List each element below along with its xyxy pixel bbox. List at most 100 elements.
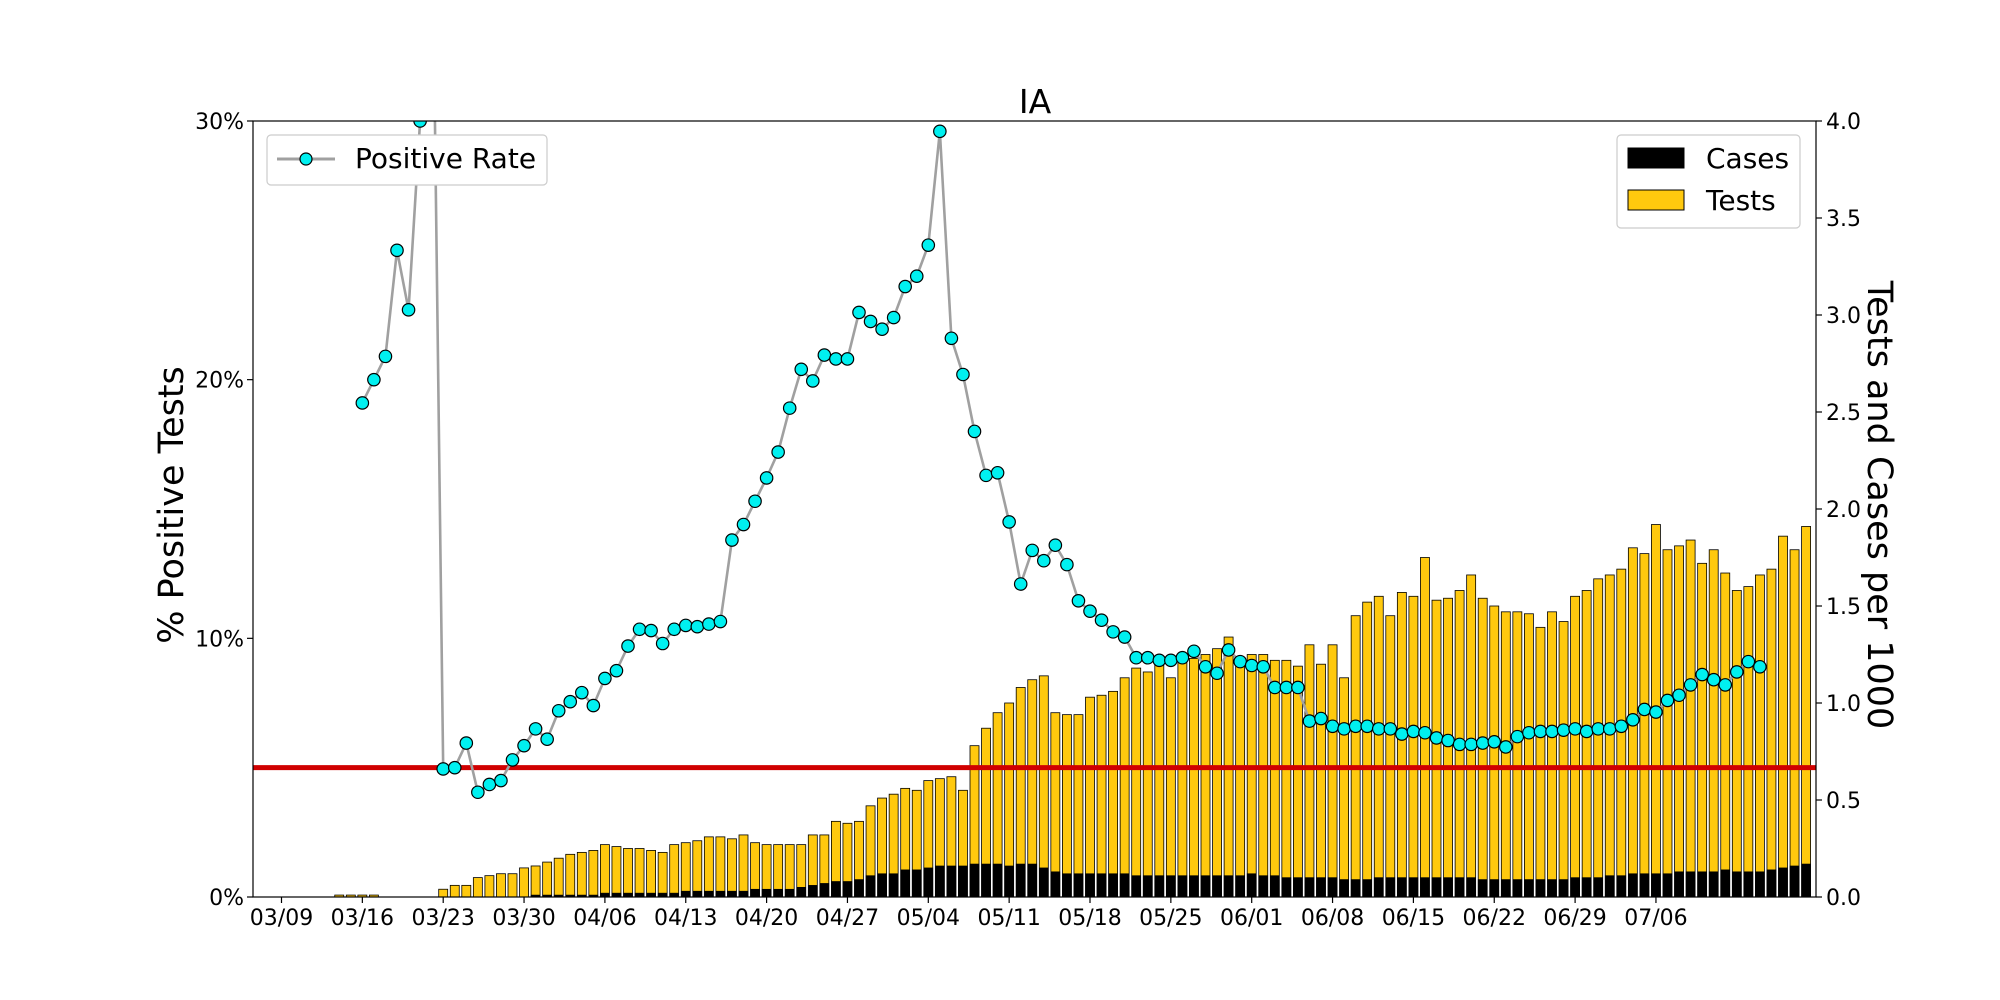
tests-bar: [461, 884, 472, 898]
tests-bar: [576, 851, 587, 898]
positive-rate-marker: [1256, 659, 1271, 674]
tests-bar: [703, 836, 714, 898]
positive-rate-marker: [1360, 719, 1374, 734]
positive-rate-marker: [494, 773, 508, 788]
positive-rate-marker: [1337, 722, 1351, 736]
cases-bar: [1604, 875, 1615, 898]
positive-rate-marker: [702, 617, 716, 631]
tests-bar: [1558, 621, 1569, 898]
positive-rate-marker: [1741, 654, 1756, 669]
positive-rate-marker: [713, 614, 728, 629]
positive-rate-marker: [1037, 553, 1051, 568]
cases-bar: [807, 885, 818, 898]
tests-bar: [727, 838, 737, 898]
tests-bar: [1708, 549, 1719, 898]
cases-bar: [1293, 877, 1303, 898]
positive-rate-marker: [840, 352, 855, 366]
tests-bar: [1085, 696, 1095, 898]
positive-rate-marker: [1418, 725, 1432, 740]
positive-rate-marker: [621, 639, 635, 653]
cases-bar: [1385, 877, 1396, 898]
cases-bar: [1662, 873, 1673, 898]
tests-bar: [600, 844, 610, 898]
positive-rate-marker: [1175, 650, 1190, 665]
cases-bar: [958, 865, 968, 898]
x-tick-label: 03/30: [492, 906, 555, 931]
legend-cases-swatch: [1627, 147, 1685, 169]
tests-bar: [1200, 654, 1211, 898]
positive-rate-marker: [1637, 702, 1652, 717]
positive-rate-marker: [967, 424, 982, 439]
tests-bar: [1731, 590, 1742, 898]
tests-bar: [1373, 595, 1384, 898]
x-tick-label: 05/18: [1058, 906, 1121, 931]
positive-rate-marker: [447, 760, 462, 775]
x-tick-label: 04/20: [735, 906, 798, 931]
positive-rate-marker: [933, 124, 947, 139]
cases-bar: [1350, 879, 1361, 898]
positive-rate-marker: [1441, 733, 1455, 748]
positive-rate-marker: [782, 401, 797, 415]
tests-bar: [507, 873, 518, 898]
positive-rate-marker: [551, 703, 566, 718]
cases-bar: [1362, 879, 1372, 898]
cases-bar: [1755, 871, 1765, 898]
y-axis-right-label: Tests and Cases per 1000: [1859, 280, 1899, 730]
positive-rate-marker: [1626, 713, 1640, 727]
tests-bar: [1512, 611, 1523, 898]
positive-rate-marker: [471, 785, 485, 800]
cases-bar: [1743, 871, 1754, 898]
cases-bar: [1119, 873, 1130, 898]
positive-rate-marker: [1279, 680, 1294, 695]
positive-rate-marker: [1395, 727, 1409, 741]
cases-bar: [1327, 877, 1338, 898]
cases-bar: [1027, 863, 1038, 898]
right-tick-label: 2.0: [1826, 498, 1861, 523]
tests-bar: [692, 840, 703, 898]
tests-bar: [1662, 549, 1673, 898]
legend-rate-label: Positive Rate: [355, 142, 536, 175]
positive-rate-marker: [1499, 740, 1513, 754]
positive-rate-marker: [367, 372, 381, 387]
right-tick-label: 0.0: [1826, 886, 1861, 911]
positive-rate-marker: [598, 671, 612, 686]
legend-rate-marker: [299, 152, 313, 166]
cases-bar: [865, 875, 876, 898]
legend-tests-swatch: [1627, 189, 1685, 211]
tests-bar: [1466, 574, 1477, 898]
x-tick-label: 05/04: [897, 906, 960, 931]
tests-bar: [1131, 667, 1142, 898]
positive-rate-marker: [1487, 734, 1502, 749]
cases-bar: [1420, 877, 1430, 898]
cases-bar: [1039, 867, 1049, 898]
cases-bar: [819, 883, 830, 898]
cases-bar: [1397, 877, 1407, 898]
cases-bar: [1477, 879, 1488, 898]
tests-bar: [449, 884, 460, 898]
positive-rate-marker: [1048, 538, 1063, 553]
left-axis-ticks: 0% 10% 20% 30%: [195, 110, 253, 911]
positive-rate-marker: [540, 732, 554, 747]
cases-bar: [1166, 875, 1176, 898]
tests-bar: [657, 851, 668, 898]
positive-rate-marker: [1094, 613, 1109, 628]
cases-bar: [1651, 873, 1661, 898]
legend-right: Cases Tests: [1616, 134, 1801, 229]
tests-bar: [1500, 611, 1511, 898]
legend-tests-label: Tests: [1705, 184, 1776, 217]
positive-rate-marker: [574, 685, 589, 700]
y-axis-left-label: % Positive Tests: [152, 366, 192, 644]
x-tick-label: 04/27: [816, 906, 879, 931]
tests-bar: [1073, 714, 1084, 898]
cases-bar: [1732, 871, 1742, 898]
tests-bar: [588, 850, 599, 898]
positive-rate-marker: [690, 619, 705, 634]
chart-title: IA: [1019, 82, 1052, 121]
tests-bar: [611, 846, 622, 898]
cases-bar: [1801, 863, 1811, 898]
tests-bar: [1396, 592, 1407, 898]
tests-bar: [1408, 595, 1419, 898]
positive-rate-marker: [886, 310, 901, 325]
cases-bar: [1154, 875, 1165, 898]
tests-bar: [646, 850, 656, 898]
